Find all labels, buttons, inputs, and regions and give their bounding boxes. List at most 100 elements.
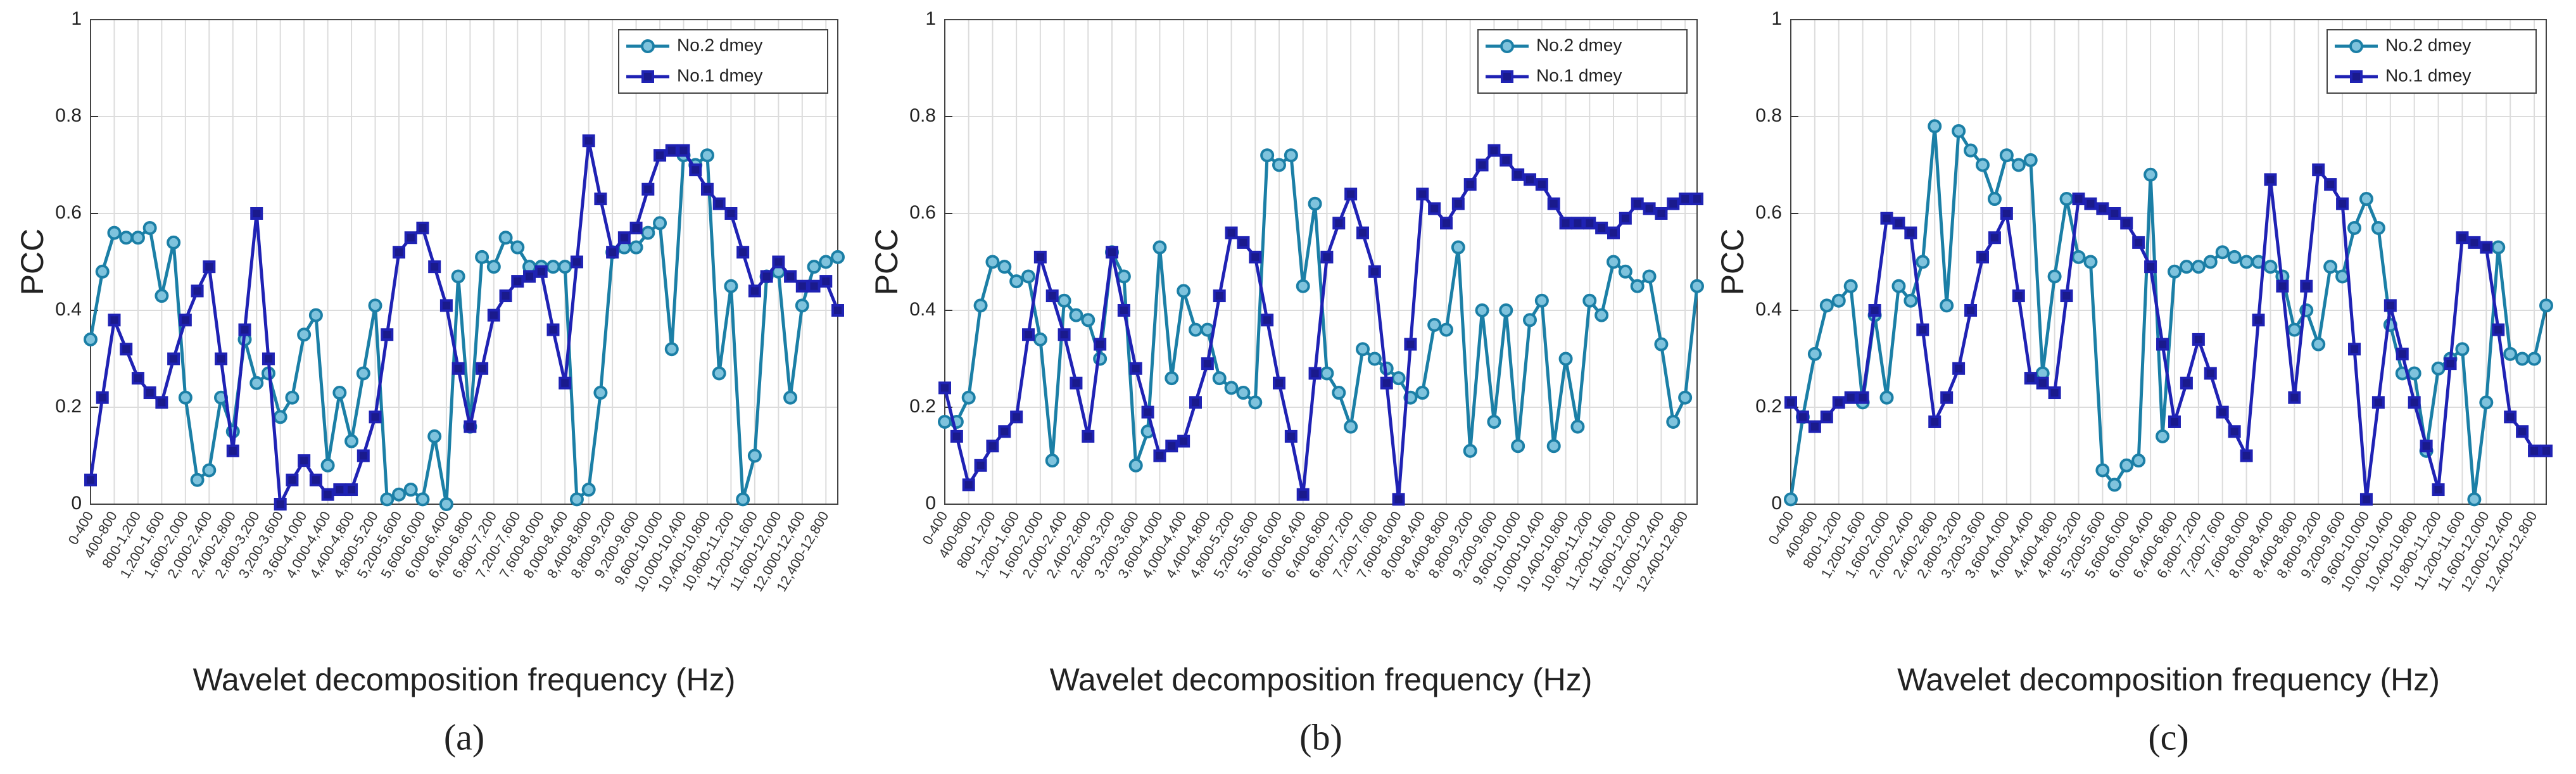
marker-circle bbox=[1475, 303, 1489, 317]
marker-circle bbox=[142, 220, 157, 235]
marker-square bbox=[2288, 391, 2301, 404]
marker-circle bbox=[273, 410, 287, 424]
marker-circle bbox=[1999, 148, 2014, 163]
marker-square bbox=[1213, 289, 1226, 303]
marker-square bbox=[2192, 333, 2205, 346]
marker-circle bbox=[2455, 342, 2470, 357]
marker-circle bbox=[427, 429, 442, 443]
marker-square bbox=[2024, 372, 2037, 385]
legend-marker bbox=[2350, 70, 2363, 83]
marker-square bbox=[748, 284, 761, 298]
marker-square bbox=[2240, 449, 2253, 462]
marker-square bbox=[1868, 304, 1881, 317]
marker-square bbox=[1237, 236, 1250, 249]
marker-circle bbox=[356, 366, 370, 381]
marker-square bbox=[1691, 193, 1703, 206]
marker-square bbox=[2120, 217, 2133, 230]
marker-circle bbox=[1081, 313, 1095, 327]
marker-square bbox=[439, 299, 453, 312]
marker-square bbox=[2000, 207, 2013, 220]
marker-circle bbox=[391, 487, 406, 502]
panel-caption: (b) bbox=[1299, 716, 1342, 758]
marker-square bbox=[1153, 449, 1166, 462]
marker-square bbox=[1904, 226, 1917, 239]
marker-circle bbox=[2527, 352, 2542, 366]
marker-circle bbox=[1439, 322, 1453, 337]
marker-circle bbox=[700, 148, 714, 163]
marker-circle bbox=[1033, 332, 1047, 346]
marker-circle bbox=[1344, 419, 1358, 434]
plot-frame bbox=[1790, 19, 2547, 505]
marker-circle bbox=[938, 414, 952, 429]
marker-square bbox=[238, 323, 251, 336]
y-tick-label: 0.4 bbox=[909, 299, 936, 320]
marker-square bbox=[523, 270, 536, 283]
legend-label: No.1 dmey bbox=[2385, 65, 2471, 85]
marker-square bbox=[1583, 217, 1596, 230]
marker-square bbox=[1500, 153, 1513, 167]
legend-label: No.2 dmey bbox=[677, 35, 762, 54]
marker-square bbox=[404, 231, 417, 244]
marker-circle bbox=[1831, 293, 1846, 308]
marker-circle bbox=[2215, 245, 2230, 260]
marker-square bbox=[191, 284, 204, 298]
marker-square bbox=[689, 163, 702, 177]
marker-square bbox=[1487, 144, 1501, 157]
marker-square bbox=[1261, 314, 1274, 327]
marker-circle bbox=[1367, 352, 1382, 366]
legend-marker bbox=[641, 39, 655, 53]
marker-square bbox=[2468, 236, 2481, 249]
marker-square bbox=[1249, 250, 1262, 263]
marker-square bbox=[1808, 420, 1821, 433]
marker-square bbox=[2456, 231, 2469, 244]
marker-square bbox=[2048, 386, 2061, 400]
marker-circle bbox=[831, 250, 845, 264]
marker-circle bbox=[1630, 279, 1645, 293]
legend-marker bbox=[1501, 70, 1513, 83]
marker-square bbox=[1308, 367, 1322, 380]
marker-circle bbox=[1654, 337, 1669, 352]
marker-circle bbox=[1975, 158, 1990, 172]
marker-square bbox=[772, 255, 785, 269]
chart-panel: 0-400400-800800-1,2001,200-1,6001,600-2,… bbox=[15, 8, 845, 758]
marker-circle bbox=[2479, 395, 2494, 410]
x-axis-label: Wavelet decomposition frequency (Hz) bbox=[1897, 662, 2440, 697]
y-tick-label: 0.8 bbox=[909, 105, 936, 126]
marker-circle bbox=[1666, 414, 1681, 429]
marker-circle bbox=[1212, 371, 1227, 386]
marker-square bbox=[1141, 405, 1154, 419]
marker-circle bbox=[2227, 250, 2242, 264]
legend-marker bbox=[641, 70, 654, 83]
marker-circle bbox=[190, 473, 205, 487]
marker-circle bbox=[368, 298, 382, 313]
y-tick-label: 0 bbox=[925, 493, 936, 514]
marker-square bbox=[784, 270, 797, 283]
marker-square bbox=[1273, 376, 1285, 390]
marker-square bbox=[760, 270, 773, 283]
marker-circle bbox=[155, 289, 169, 303]
marker-circle bbox=[1128, 458, 1143, 473]
marker-circle bbox=[1618, 264, 1632, 279]
marker-square bbox=[2504, 410, 2517, 424]
marker-circle bbox=[653, 216, 667, 231]
marker-square bbox=[1451, 197, 1465, 210]
marker-square bbox=[1535, 178, 1548, 191]
marker-square bbox=[1201, 357, 1214, 371]
marker-square bbox=[2324, 178, 2337, 191]
panel-caption: (c) bbox=[2148, 716, 2188, 758]
marker-square bbox=[2012, 289, 2025, 303]
marker-circle bbox=[1891, 279, 1906, 293]
marker-circle bbox=[2503, 346, 2518, 361]
marker-square bbox=[1177, 435, 1190, 448]
marker-circle bbox=[1952, 124, 1966, 138]
marker-square bbox=[1380, 376, 1393, 390]
marker-square bbox=[2096, 202, 2109, 215]
y-tick-label: 0.4 bbox=[55, 299, 82, 320]
marker-square bbox=[1344, 187, 1358, 201]
marker-circle bbox=[1045, 454, 1059, 468]
marker-circle bbox=[1308, 196, 1322, 211]
marker-circle bbox=[95, 264, 110, 279]
marker-square bbox=[807, 279, 821, 293]
marker-square bbox=[606, 246, 619, 259]
marker-circle bbox=[1607, 255, 1620, 269]
